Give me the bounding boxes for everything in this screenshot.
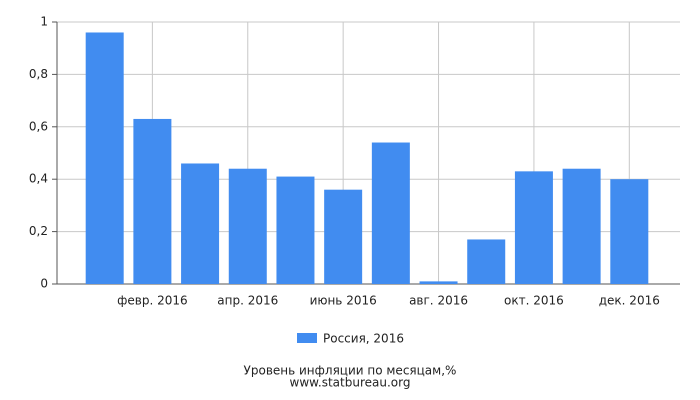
bar [514, 171, 553, 284]
x-tick-label: дек. 2016 [599, 294, 660, 308]
legend-swatch [297, 333, 317, 343]
y-tick-label: 0,8 [29, 67, 48, 81]
bar [371, 142, 410, 284]
chart-title: Уровень инфляции по месяцам,% [244, 364, 457, 378]
y-tick-label: 1 [40, 15, 48, 29]
y-tick-label: 0,4 [29, 172, 48, 186]
bar [610, 179, 649, 284]
x-tick-label: авг. 2016 [409, 294, 468, 308]
y-tick-label: 0,6 [29, 119, 48, 133]
bar [85, 32, 124, 285]
chart-subtitle: www.statbureau.org [290, 376, 411, 390]
y-tick-label: 0 [40, 277, 48, 291]
bar [324, 189, 363, 284]
bar [276, 176, 315, 284]
y-tick-label: 0,2 [29, 224, 48, 238]
bar [133, 118, 172, 284]
legend-label: Россия, 2016 [323, 332, 404, 346]
bar [419, 281, 458, 284]
bar [562, 168, 601, 284]
bar [467, 239, 506, 284]
x-tick-label: февр. 2016 [117, 294, 188, 308]
x-tick-label: июнь 2016 [310, 294, 377, 308]
x-tick-label: апр. 2016 [217, 294, 278, 308]
bar [228, 168, 267, 284]
x-tick-label: окт. 2016 [504, 294, 564, 308]
bar [181, 163, 220, 284]
